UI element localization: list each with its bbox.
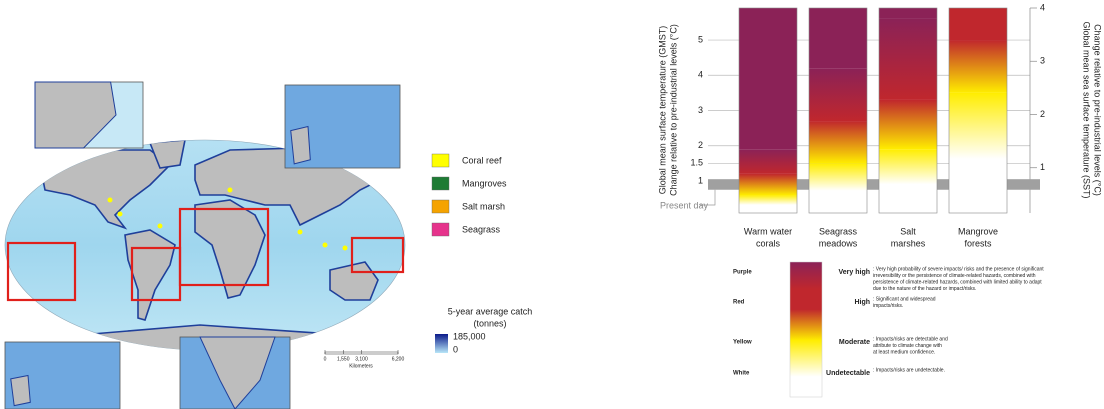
x-tick-label: Seagrass [819,226,858,236]
ember-segment [809,121,867,163]
coastal-habitat [323,243,328,248]
scale-label: 3,100 [355,356,368,362]
coastal-habitat [228,188,233,193]
colorbar-title: (tonnes) [473,318,506,328]
risk-description: : Significant and widespread [873,296,936,302]
coastal-habitat [108,198,113,203]
legend-swatch [432,223,449,236]
ember-segment [739,195,797,213]
x-tick-label: corals [756,238,781,248]
risk-description: irreversibility or the persistence of cl… [873,273,1036,279]
x-tick-label: meadows [819,238,858,248]
y2-tick-label: 2 [1040,109,1045,119]
legend-swatch [432,154,449,167]
y2-axis-title: Change relative to pre-industrial levels… [1093,24,1103,196]
y-tick-label: 1 [698,175,703,185]
colorbar-title: 5-year average catch [448,306,533,316]
ember-segment [739,174,797,195]
inset-land [291,127,311,164]
legend-label: Coral reef [462,155,502,165]
x-tick-label: forests [964,238,992,248]
coastal-habitat [298,230,303,235]
colorbar-min: 0 [453,344,458,354]
scale-label: 1,550 [337,356,350,362]
risk-description: : Impacts/risks are detectable and [873,336,948,342]
risk-color-name: Purple [733,270,752,276]
y-tick-label: 2 [698,140,703,150]
risk-level: Moderate [839,339,870,346]
legend-label: Salt marsh [462,201,505,211]
y-tick-label: 4 [698,70,703,80]
ember-segment [809,163,867,213]
legend-swatch [432,200,449,213]
figure: Coral reef Mangroves Salt marsh Seagrass 5-y… [0,0,1104,409]
legend-label: Mangroves [462,178,507,188]
scale-unit: Kilometers [349,363,373,369]
x-tick-label: Mangrove [958,226,998,236]
risk-color-name: Red [733,300,745,306]
scale-label: 6,200 [392,356,405,362]
risk-color-name: Yellow [733,340,752,346]
coastal-habitat [118,212,123,217]
colorbar-max: 185,000 [453,331,486,341]
coastal-habitat [158,224,163,229]
ember-segment [879,19,937,100]
y-axis-title: Global mean surface temperature (GMST) [657,26,667,195]
ember-segment [879,100,937,149]
risk-level: Very high [838,269,870,276]
y2-tick-label: 1 [1040,162,1045,172]
ember-segment [879,149,937,213]
y-tick-label: 3 [698,105,703,115]
risk-scale [790,262,822,397]
y2-tick-label: 3 [1040,56,1045,66]
risk-level: High [854,299,870,306]
colorbar [435,334,448,353]
ember-segment [809,68,867,121]
legend-label: Seagrass [462,224,501,234]
y-tick-label: 5 [698,34,703,44]
risk-description: : Very high probability of severe impact… [873,266,1044,272]
y2-tick-label: 4 [1040,2,1045,12]
x-tick-label: Salt [900,226,916,236]
risk-color-name: White [733,371,750,377]
x-tick-label: marshes [891,238,926,248]
ember-top [739,8,797,149]
ember-segment [949,93,1007,213]
ember-top [809,8,867,68]
scale-label: 0 [324,356,327,362]
coastal-habitat [343,246,348,251]
risk-description: due to the nature of the hazard or impac… [873,286,976,292]
ember-segment [949,40,1007,93]
ember-top [879,8,937,19]
risk-description: : Impacts/risks are undetectable. [873,367,945,373]
risk-description: at least medium confidence. [873,349,935,355]
risk-description: impacts/risks. [873,303,903,309]
present-day-label: Present day [660,200,709,210]
risk-description: persistence of climate-related hazards, … [873,279,1042,285]
x-tick-label: Warm water [744,226,792,236]
inset-land [11,376,31,406]
risk-level: Undetectable [826,370,870,377]
y-tick-label: 1.5 [690,158,703,168]
risk-description: attribute to climate change with [873,343,942,349]
ember-segment [739,149,797,174]
y2-axis-title: Global mean sea surface temperature (SST… [1082,21,1092,198]
legend-swatch [432,177,449,190]
ember-top [949,8,1007,40]
y-axis-title: Change relative to pre-industrial levels… [668,24,678,196]
